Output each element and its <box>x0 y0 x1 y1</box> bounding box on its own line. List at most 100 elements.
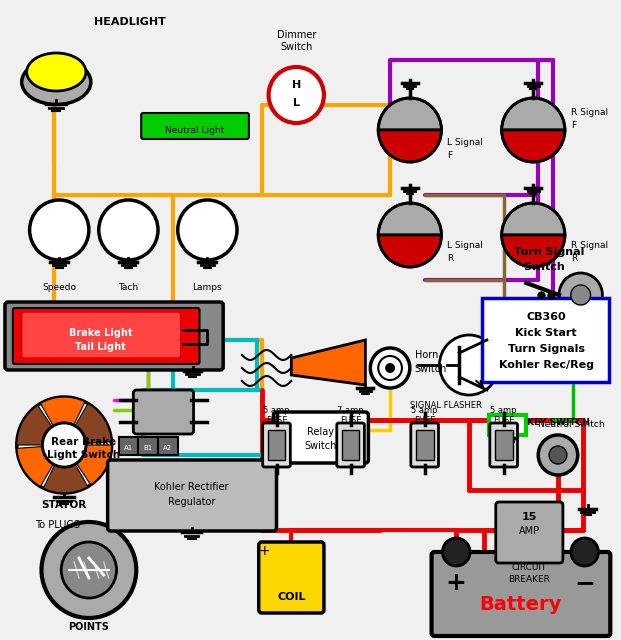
FancyBboxPatch shape <box>141 113 249 139</box>
Wedge shape <box>17 405 52 445</box>
Text: Regulator: Regulator <box>168 497 215 507</box>
Text: Switch: Switch <box>524 262 565 272</box>
Wedge shape <box>40 397 85 426</box>
Circle shape <box>440 335 499 395</box>
Wedge shape <box>76 445 112 484</box>
FancyBboxPatch shape <box>496 502 563 563</box>
FancyBboxPatch shape <box>259 542 324 613</box>
Text: A1: A1 <box>124 445 133 451</box>
FancyBboxPatch shape <box>432 552 610 636</box>
Text: Light Switch: Light Switch <box>47 450 120 460</box>
Text: Switch: Switch <box>280 42 312 52</box>
FancyBboxPatch shape <box>411 423 438 467</box>
Text: R: R <box>571 254 577 263</box>
Text: STATOR: STATOR <box>42 500 87 510</box>
FancyBboxPatch shape <box>107 460 276 531</box>
Text: R Signal: R Signal <box>571 108 608 117</box>
Wedge shape <box>502 203 565 235</box>
Text: Switch: Switch <box>415 364 447 374</box>
Text: F: F <box>571 121 576 130</box>
Circle shape <box>571 285 591 305</box>
Text: 5 amp: 5 amp <box>491 406 517 415</box>
FancyBboxPatch shape <box>337 423 365 467</box>
Circle shape <box>571 538 599 566</box>
FancyBboxPatch shape <box>490 423 517 467</box>
Wedge shape <box>378 235 442 267</box>
Wedge shape <box>502 130 565 162</box>
Wedge shape <box>502 98 565 130</box>
FancyBboxPatch shape <box>22 312 181 358</box>
Text: POINTS: POINTS <box>68 622 109 632</box>
Text: CB360: CB360 <box>527 312 566 322</box>
Text: L: L <box>292 98 300 108</box>
Text: Rear Brake: Rear Brake <box>52 437 117 447</box>
Wedge shape <box>378 203 442 235</box>
Bar <box>158 437 178 455</box>
Text: L Signal: L Signal <box>447 241 483 250</box>
Circle shape <box>378 356 402 380</box>
Circle shape <box>549 446 567 464</box>
Polygon shape <box>291 340 365 385</box>
Text: Horn: Horn <box>415 350 438 360</box>
FancyBboxPatch shape <box>263 423 291 467</box>
FancyBboxPatch shape <box>13 308 199 364</box>
Circle shape <box>42 522 136 618</box>
Text: Kick Start: Kick Start <box>515 328 577 338</box>
Wedge shape <box>75 403 112 444</box>
Bar <box>489 415 527 435</box>
Wedge shape <box>43 464 88 493</box>
Circle shape <box>17 397 112 493</box>
Text: +: + <box>259 544 271 558</box>
Text: FUSE: FUSE <box>340 416 361 425</box>
Text: L Signal: L Signal <box>447 138 483 147</box>
Text: Speedo: Speedo <box>42 283 76 292</box>
Bar <box>138 437 158 455</box>
Wedge shape <box>502 235 565 267</box>
Text: BREAKER: BREAKER <box>509 575 550 584</box>
Text: 5 amp: 5 amp <box>263 406 290 415</box>
Text: FUSE: FUSE <box>266 416 288 425</box>
Circle shape <box>61 542 117 598</box>
Circle shape <box>30 200 89 260</box>
Ellipse shape <box>27 53 86 91</box>
FancyBboxPatch shape <box>5 302 223 370</box>
Circle shape <box>269 67 324 123</box>
Text: Kohler Rectifier: Kohler Rectifier <box>155 482 229 492</box>
Circle shape <box>559 273 602 317</box>
Bar <box>416 430 433 460</box>
Circle shape <box>370 348 410 388</box>
Text: Kohler Rec/Reg: Kohler Rec/Reg <box>499 360 594 370</box>
Text: Neutral Light: Neutral Light <box>165 125 224 134</box>
Text: Tach: Tach <box>119 283 138 292</box>
Text: To PLUGS: To PLUGS <box>35 520 79 530</box>
Text: 7 amp: 7 amp <box>337 406 364 415</box>
Text: Turn Signal: Turn Signal <box>514 247 584 257</box>
Text: FUSE: FUSE <box>493 416 514 425</box>
Text: R: R <box>447 254 453 263</box>
Circle shape <box>538 435 578 475</box>
Text: R Signal: R Signal <box>571 241 608 250</box>
Bar <box>342 430 360 460</box>
FancyBboxPatch shape <box>482 298 609 382</box>
Circle shape <box>42 423 86 467</box>
Text: Tail Light: Tail Light <box>75 342 126 352</box>
Circle shape <box>385 363 395 373</box>
Bar <box>495 430 512 460</box>
Ellipse shape <box>22 60 91 104</box>
Circle shape <box>442 538 470 566</box>
FancyBboxPatch shape <box>134 390 194 434</box>
Text: 15: 15 <box>522 512 537 522</box>
Text: Turn Signals: Turn Signals <box>507 344 584 354</box>
Text: Relay: Relay <box>307 427 335 437</box>
Text: 5 amp: 5 amp <box>411 406 438 415</box>
Wedge shape <box>378 98 442 130</box>
Bar <box>268 430 286 460</box>
Text: A2: A2 <box>163 445 173 451</box>
Text: Switch: Switch <box>305 441 337 451</box>
Text: Dimmer: Dimmer <box>276 30 316 40</box>
Text: AMP: AMP <box>519 526 540 536</box>
Text: H: H <box>292 80 301 90</box>
Circle shape <box>178 200 237 260</box>
Text: Lamps: Lamps <box>193 283 222 292</box>
FancyBboxPatch shape <box>274 412 368 463</box>
